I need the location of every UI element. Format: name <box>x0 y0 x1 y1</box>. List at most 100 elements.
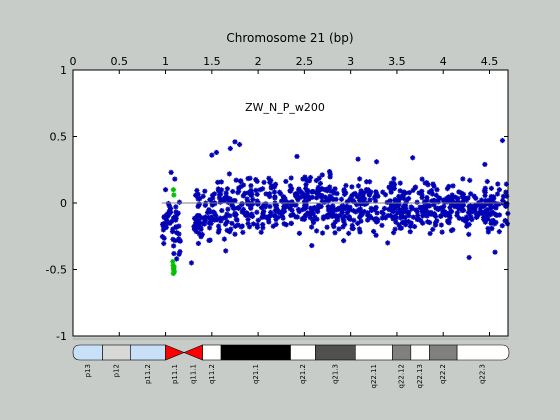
data-point <box>224 186 231 192</box>
data-point <box>316 175 322 181</box>
data-point <box>176 223 182 229</box>
data-point <box>440 197 446 203</box>
data-point <box>210 195 216 201</box>
data-point <box>331 190 337 196</box>
data-point <box>396 193 402 199</box>
data-point <box>212 201 218 207</box>
data-point <box>454 203 460 209</box>
data-point <box>313 195 320 201</box>
data-point <box>397 188 403 194</box>
data-point <box>194 187 200 194</box>
data-point <box>176 231 182 237</box>
ideogram-band <box>130 344 166 361</box>
data-point <box>205 215 212 221</box>
data-point <box>305 210 311 216</box>
data-point <box>248 183 254 189</box>
data-point <box>482 189 488 196</box>
data-point <box>388 189 394 195</box>
data-point <box>368 215 374 221</box>
data-point <box>430 226 436 232</box>
data-point <box>393 215 400 221</box>
data-point <box>385 212 391 219</box>
data-point <box>355 183 362 189</box>
data-point <box>403 222 409 228</box>
data-point <box>333 207 339 213</box>
data-point <box>450 183 456 189</box>
data-point <box>397 180 403 186</box>
data-point <box>310 207 316 213</box>
data-point <box>367 197 373 203</box>
data-point <box>340 215 346 221</box>
ideogram-band-label: q22.12 <box>398 364 406 388</box>
data-point <box>371 195 378 201</box>
x-tick-label: 0 <box>70 55 77 68</box>
data-point <box>271 212 277 218</box>
data-point <box>296 208 302 215</box>
data-point <box>467 177 473 183</box>
data-point <box>500 193 507 199</box>
data-point <box>257 187 263 193</box>
data-point <box>421 199 428 205</box>
data-point <box>216 227 222 233</box>
data-point <box>167 220 173 226</box>
data-point <box>272 194 278 200</box>
data-point <box>273 202 280 209</box>
data-point <box>317 180 324 187</box>
data-point <box>191 215 198 221</box>
data-point <box>261 208 267 215</box>
data-point <box>267 179 273 185</box>
data-point <box>502 218 508 224</box>
data-point <box>292 191 299 197</box>
data-point <box>195 217 201 223</box>
data-point <box>362 201 369 207</box>
data-point <box>336 226 342 232</box>
data-point <box>468 206 475 213</box>
data-point <box>261 201 267 208</box>
data-point <box>423 205 429 211</box>
data-point <box>227 145 233 152</box>
data-point <box>188 260 195 266</box>
y-tick-label: -1 <box>56 330 67 343</box>
data-point <box>160 227 167 233</box>
data-point <box>261 179 267 186</box>
data-point <box>398 225 405 231</box>
data-point <box>161 214 167 220</box>
data-point <box>196 231 202 237</box>
data-point <box>195 225 201 231</box>
data-point <box>504 193 510 199</box>
data-point <box>415 212 421 219</box>
data-point <box>424 202 430 208</box>
data-point <box>215 223 222 229</box>
data-points <box>159 137 511 277</box>
ideogram-band-label: q22.2 <box>439 364 447 384</box>
data-point <box>322 194 328 200</box>
data-point <box>371 216 378 223</box>
data-point <box>391 185 397 192</box>
data-point <box>172 237 178 244</box>
data-point <box>280 215 286 221</box>
data-point <box>478 209 484 215</box>
data-point <box>260 186 266 192</box>
data-point <box>211 191 218 197</box>
data-point <box>400 203 406 209</box>
data-point <box>433 213 439 219</box>
data-point <box>307 211 313 218</box>
data-point <box>391 176 397 182</box>
data-point <box>394 202 401 209</box>
data-point <box>395 198 401 204</box>
data-point <box>460 217 467 223</box>
data-point <box>255 201 261 207</box>
data-point <box>395 209 401 216</box>
data-point <box>263 201 269 207</box>
data-point <box>318 203 324 210</box>
data-point <box>192 222 198 228</box>
data-point <box>240 193 246 199</box>
data-point <box>442 209 448 215</box>
data-point <box>474 212 480 218</box>
data-point <box>206 209 212 215</box>
data-point <box>495 181 501 187</box>
data-point <box>454 212 460 218</box>
data-point <box>346 230 352 236</box>
x-tick-label: 2.5 <box>296 55 314 68</box>
data-point <box>245 220 251 227</box>
